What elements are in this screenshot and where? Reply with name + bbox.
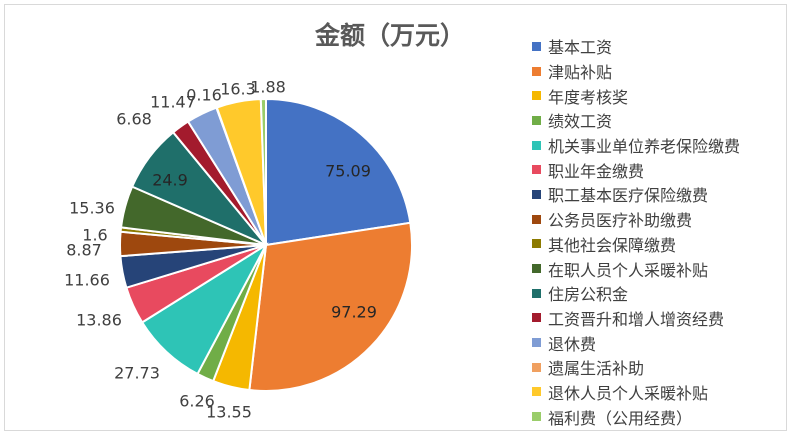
legend-swatch <box>532 140 541 150</box>
legend-item: 绩效工资 <box>532 108 782 133</box>
legend-item: 福利费（公用经费） <box>532 404 782 429</box>
legend-swatch <box>532 91 541 101</box>
legend-item: 退休费 <box>532 330 782 355</box>
chart-title: 金额（万元） <box>314 21 465 50</box>
legend-item: 工资晋升和增人增资经费 <box>532 306 782 331</box>
legend-label: 在职人员个人采暖补贴 <box>548 260 709 280</box>
legend-label: 津贴补贴 <box>548 63 613 83</box>
slice-data-label: 24.9 <box>152 171 188 190</box>
legend-item: 公务员医疗补助缴费 <box>532 207 782 232</box>
legend-item: 职工基本医疗保险缴费 <box>532 182 782 207</box>
legend-label: 基本工资 <box>548 38 613 58</box>
legend-swatch <box>532 66 541 76</box>
slice-data-label: 6.26 <box>179 392 215 411</box>
legend-swatch <box>532 288 541 298</box>
legend-swatch <box>532 362 541 372</box>
legend-item: 津贴补贴 <box>532 59 782 84</box>
legend-label: 退休人员个人采暖补贴 <box>548 383 709 403</box>
legend-label: 绩效工资 <box>548 112 613 132</box>
legend-item: 退休人员个人采暖补贴 <box>532 380 782 405</box>
legend-swatch <box>532 412 541 422</box>
legend-swatch <box>532 264 541 274</box>
legend-item: 其他社会保障缴费 <box>532 232 782 257</box>
slice-data-label: 13.55 <box>206 403 252 422</box>
legend-label: 遗属生活补助 <box>548 359 645 379</box>
legend-item: 住房公积金 <box>532 281 782 306</box>
legend-label: 福利费（公用经费） <box>548 408 693 428</box>
legend-swatch <box>532 115 541 125</box>
legend-swatch <box>532 387 541 397</box>
slice-data-label: 8.87 <box>66 241 102 260</box>
legend-swatch <box>532 239 541 249</box>
chart-legend: 基本工资津贴补贴年度考核奖绩效工资机关事业单位养老保险缴费 职业年金缴费职工基本医… <box>532 34 782 429</box>
slice-data-label: 75.09 <box>325 162 371 181</box>
slice-data-label: 97.29 <box>331 303 377 322</box>
pie-slice <box>248 221 413 392</box>
legend-swatch <box>532 189 541 199</box>
legend-label: 职工基本医疗保险缴费 <box>548 186 709 206</box>
legend-swatch <box>532 338 541 348</box>
legend-label: 工资晋升和增人增资经费 <box>548 309 725 329</box>
legend-label: 机关事业单位养老保险缴费 <box>548 137 741 157</box>
legend-item: 年度考核奖 <box>532 83 782 108</box>
slice-data-label: 27.73 <box>114 364 160 383</box>
slice-data-label: 15.36 <box>69 199 115 218</box>
slice-data-label: 6.68 <box>116 110 152 129</box>
slice-data-label: 16.3 <box>220 80 256 99</box>
legend-swatch <box>532 214 541 224</box>
slice-data-label: 1.88 <box>250 78 286 97</box>
legend-label: 住房公积金 <box>548 285 629 305</box>
slice-data-label: 11.47 <box>150 93 196 112</box>
slice-data-label: 11.66 <box>64 271 110 290</box>
legend-label: 职业年金缴费 <box>548 161 645 181</box>
legend-item: 在职人员个人采暖补贴 <box>532 256 782 281</box>
legend-item: 机关事业单位养老保险缴费 <box>532 133 782 158</box>
legend-item: 基本工资 <box>532 34 782 59</box>
slice-data-label: 13.86 <box>76 311 122 330</box>
pie-slice <box>259 97 267 246</box>
legend-label: 退休费 <box>548 334 597 354</box>
legend-item: 职业年金缴费 <box>532 157 782 182</box>
legend-label: 年度考核奖 <box>548 87 629 107</box>
legend-swatch <box>532 165 541 175</box>
pie-slice <box>265 97 412 247</box>
legend-label: 其他社会保障缴费 <box>548 235 677 255</box>
legend-swatch <box>532 41 541 51</box>
legend-item: 遗属生活补助 <box>532 355 782 380</box>
legend-label: 公务员医疗补助缴费 <box>548 211 693 231</box>
slice-data-label: 1.6 <box>82 226 107 245</box>
legend-swatch <box>532 313 541 323</box>
slice-data-label: 0.16 <box>186 86 222 105</box>
